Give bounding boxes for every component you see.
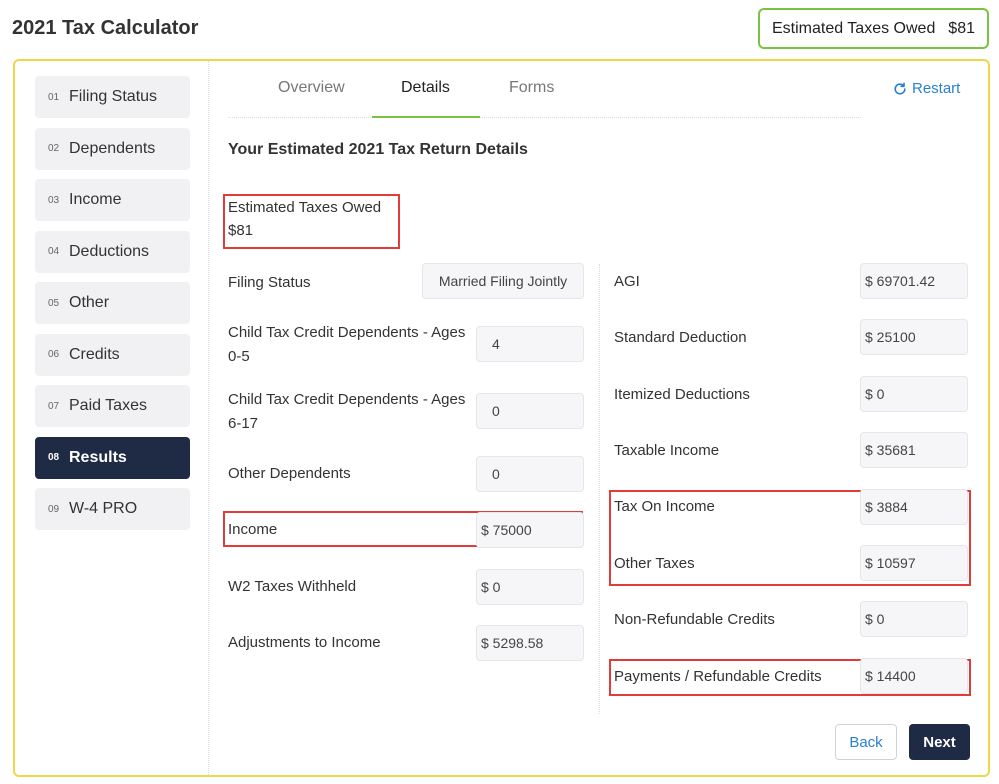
standard-deduction-label: Standard Deduction — [614, 329, 747, 346]
step-number: 05 — [48, 297, 60, 309]
sidebar-item-label: Credits — [69, 345, 120, 363]
next-button[interactable]: Next — [909, 724, 970, 760]
sidebar-item-income[interactable]: 03 Income — [35, 179, 190, 221]
step-number: 09 — [48, 503, 60, 515]
income-field[interactable]: $ 75000 — [476, 512, 584, 548]
ctc-6-17-label-line2: 6-17 — [228, 415, 259, 432]
section-title: Your Estimated 2021 Tax Return Details — [228, 141, 528, 158]
sidebar-item-label: Paid Taxes — [69, 397, 147, 414]
sidebar-item-label: Dependents — [69, 139, 156, 157]
tab-bar: Overview Details Forms — [228, 61, 861, 118]
estimated-taxes-label: Estimated Taxes Owed — [228, 199, 382, 216]
sidebar-item-filing-status[interactable]: 01 Filing Status — [35, 76, 190, 118]
itemized-deductions-label: Itemized Deductions — [614, 386, 750, 403]
sidebar-item-paid-taxes[interactable]: 07 Paid Taxes — [35, 385, 190, 427]
w2-withheld-field[interactable]: $ 0 — [476, 569, 584, 605]
highlight-box — [609, 659, 971, 696]
ctc-0-5-field[interactable]: 4 — [476, 326, 584, 362]
adjustments-label: Adjustments to Income — [228, 634, 381, 651]
estimated-taxes-badge: Estimated Taxes Owed $81 — [758, 8, 989, 49]
sidebar-item-other[interactable]: 05 Other — [35, 282, 190, 324]
sidebar-item-label: Income — [69, 191, 122, 208]
non-refundable-credits-field[interactable]: $ 0 — [860, 601, 968, 637]
calculator-panel: 01 Filing Status 02 Dependents 03 Income… — [13, 59, 990, 777]
tab-forms[interactable]: Forms — [509, 79, 555, 96]
ctc-6-17-label-line1: Child Tax Credit Dependents - Ages — [228, 391, 466, 408]
sidebar-item-deductions[interactable]: 04 Deductions — [35, 230, 190, 273]
agi-field[interactable]: $ 69701.42 — [860, 263, 968, 299]
tax-on-income-label: Tax On Income — [614, 498, 715, 515]
payments-field[interactable]: $ 14400 — [860, 658, 968, 694]
filing-status-label: Filing Status — [228, 274, 311, 291]
adjustments-field[interactable]: $ 5298.58 — [476, 625, 584, 661]
sidebar-divider — [208, 61, 209, 775]
step-number: 03 — [48, 194, 60, 206]
sidebar-item-label: Filing Status — [69, 88, 158, 105]
step-number: 04 — [48, 246, 60, 257]
highlight-box — [223, 194, 400, 249]
filing-status-field[interactable]: Married Filing Jointly — [422, 263, 584, 299]
ctc-0-5-label-line2: 0-5 — [228, 348, 250, 365]
tab-details[interactable]: Details — [401, 79, 450, 96]
restart-label: Restart — [912, 80, 961, 97]
column-divider — [599, 264, 600, 714]
step-number: 07 — [48, 400, 60, 412]
step-number: 01 — [48, 91, 60, 103]
sidebar-item-label: Other — [69, 294, 110, 311]
agi-label: AGI — [614, 273, 640, 290]
sidebar-item-credits[interactable]: 06 Credits — [35, 333, 190, 376]
other-taxes-label: Other Taxes — [614, 555, 695, 572]
sidebar-item-results[interactable]: 08 Results — [35, 436, 190, 479]
income-label: Income — [228, 521, 278, 538]
tax-on-income-field[interactable]: $ 3884 — [860, 489, 968, 525]
payments-label: Payments / Refundable Credits — [614, 668, 822, 685]
step-number: 08 — [48, 452, 60, 463]
other-dependents-field[interactable]: 0 — [476, 456, 584, 492]
sidebar-item-w4-pro[interactable]: 09 W-4 PRO — [35, 488, 190, 530]
refresh-icon — [894, 82, 906, 95]
standard-deduction-field[interactable]: $ 25100 — [860, 319, 968, 355]
sidebar-item-dependents[interactable]: 02 Dependents — [35, 127, 190, 170]
badge-value: $81 — [948, 19, 975, 37]
step-number: 02 — [48, 143, 60, 154]
app-title: 2021 Tax Calculator — [12, 17, 199, 39]
highlight-box — [609, 490, 971, 586]
restart-button[interactable]: Restart — [893, 80, 960, 97]
back-button[interactable]: Back — [835, 724, 897, 760]
w2-withheld-label: W2 Taxes Withheld — [228, 578, 357, 595]
sidebar-item-label: Deductions — [69, 242, 150, 260]
sidebar: 01 Filing Status 02 Dependents 03 Income… — [35, 76, 190, 540]
ctc-0-5-label-line1: Child Tax Credit Dependents - Ages — [228, 324, 466, 341]
step-number: 06 — [48, 349, 60, 360]
estimated-taxes-value: $81 — [228, 222, 254, 239]
badge-label: Estimated Taxes Owed — [772, 19, 936, 37]
tab-overview[interactable]: Overview — [278, 79, 345, 96]
itemized-deductions-field[interactable]: $ 0 — [860, 376, 968, 412]
other-dependents-label: Other Dependents — [228, 465, 351, 482]
taxable-income-label: Taxable Income — [614, 442, 720, 459]
ctc-6-17-field[interactable]: 0 — [476, 393, 584, 429]
sidebar-item-label: Results — [69, 448, 127, 466]
non-refundable-credits-label: Non-Refundable Credits — [614, 611, 775, 628]
active-tab-indicator — [372, 116, 480, 118]
taxable-income-field[interactable]: $ 35681 — [860, 432, 968, 468]
other-taxes-field[interactable]: $ 10597 — [860, 545, 968, 581]
sidebar-item-label: W-4 PRO — [69, 500, 138, 517]
